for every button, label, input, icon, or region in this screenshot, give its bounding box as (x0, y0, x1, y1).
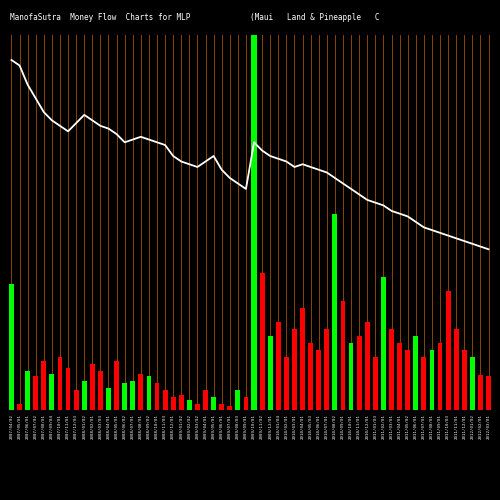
Bar (34, 376, 38, 410)
Bar (236, 390, 240, 410)
Bar (316, 350, 321, 410)
Bar (42, 361, 46, 410)
Bar (58, 358, 62, 410)
Bar (171, 398, 175, 410)
Bar (389, 330, 394, 410)
Bar (98, 372, 103, 410)
Bar (195, 404, 200, 410)
Bar (276, 322, 280, 410)
Bar (90, 364, 95, 410)
Bar (82, 380, 86, 410)
Bar (9, 284, 14, 410)
Bar (187, 400, 192, 410)
Bar (405, 350, 410, 410)
Bar (17, 404, 22, 410)
Bar (106, 388, 111, 410)
Bar (438, 344, 442, 410)
Bar (486, 376, 491, 410)
Bar (332, 214, 338, 410)
Bar (228, 406, 232, 410)
Text: ManofaSutra  Money Flow  Charts for MLP: ManofaSutra Money Flow Charts for MLP (10, 12, 190, 22)
Bar (462, 350, 466, 410)
Bar (422, 358, 426, 410)
Bar (348, 344, 354, 410)
Bar (470, 358, 475, 410)
Bar (292, 330, 297, 410)
Bar (454, 330, 458, 410)
Bar (356, 336, 362, 410)
Bar (154, 384, 160, 410)
Bar (74, 390, 78, 410)
Bar (381, 276, 386, 410)
Bar (179, 394, 184, 410)
Bar (430, 350, 434, 410)
Bar (66, 368, 70, 410)
Bar (203, 390, 208, 410)
Bar (414, 336, 418, 410)
Bar (138, 374, 143, 410)
Bar (397, 344, 402, 410)
Bar (260, 273, 264, 410)
Bar (446, 290, 450, 410)
Bar (50, 374, 54, 410)
Bar (244, 398, 248, 410)
Bar (25, 372, 30, 410)
Bar (478, 375, 483, 410)
Bar (130, 380, 135, 410)
Bar (340, 302, 345, 410)
Bar (365, 322, 370, 410)
Text: (Maui   Land & Pineapple   C: (Maui Land & Pineapple C (250, 12, 380, 22)
Bar (268, 336, 272, 410)
Bar (122, 384, 127, 410)
Bar (324, 330, 329, 410)
Bar (146, 376, 152, 410)
Bar (250, 35, 258, 410)
Bar (373, 358, 378, 410)
Bar (211, 398, 216, 410)
Bar (114, 361, 119, 410)
Bar (300, 308, 305, 410)
Bar (308, 344, 313, 410)
Bar (284, 358, 289, 410)
Bar (220, 404, 224, 410)
Bar (162, 390, 168, 410)
